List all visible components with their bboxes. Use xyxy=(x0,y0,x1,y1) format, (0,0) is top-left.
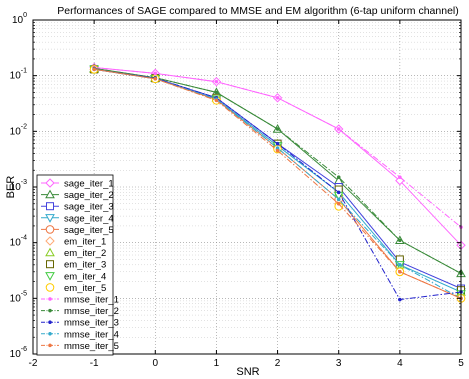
legend-entry: mmse_iter_2 xyxy=(41,306,119,317)
legend-marker xyxy=(45,247,55,257)
y-tick-exponent: -1 xyxy=(21,68,27,75)
legend-marker xyxy=(48,331,52,336)
legend-marker xyxy=(45,283,55,292)
data-point xyxy=(336,190,341,195)
data-point xyxy=(398,175,402,180)
legend-entry: sage_iter_4 xyxy=(41,213,114,224)
x-tick-label: 2 xyxy=(275,358,281,369)
legend-marker xyxy=(45,178,55,188)
data-point xyxy=(398,238,402,243)
x-tick-label: 4 xyxy=(397,358,403,369)
data-point xyxy=(398,297,402,302)
x-axis-label: SNR xyxy=(236,366,259,378)
legend-label: mmse_iter_2 xyxy=(64,306,119,317)
legend-label: em_iter_4 xyxy=(64,271,106,282)
legend-marker xyxy=(48,308,52,313)
x-tick-label: -1 xyxy=(90,358,99,369)
legend-label: sage_iter_5 xyxy=(64,225,114,236)
x-tick-label: 1 xyxy=(214,358,220,369)
legend-label: em_iter_2 xyxy=(64,248,106,259)
data-point xyxy=(398,262,402,267)
chart-title: Performances of SAGE compared to MMSE an… xyxy=(57,5,459,17)
data-point xyxy=(336,175,341,180)
legend: sage_iter_1sage_iter_2sage_iter_3sage_it… xyxy=(36,174,119,356)
data-point xyxy=(214,79,219,84)
legend-label: sage_iter_2 xyxy=(64,190,114,201)
data-point xyxy=(275,95,280,100)
data-point xyxy=(336,197,341,202)
legend-marker xyxy=(45,189,55,199)
legend-entry: em_iter_2 xyxy=(45,247,106,259)
legend-entry: em_iter_4 xyxy=(45,271,106,282)
y-tick-exponent: -3 xyxy=(21,179,27,186)
legend-entry: mmse_iter_5 xyxy=(41,341,119,352)
y-tick-exponent: -5 xyxy=(21,290,27,297)
legend-label: mmse_iter_3 xyxy=(64,318,119,329)
data-point xyxy=(153,71,158,76)
legend-marker xyxy=(45,214,55,223)
legend-label: em_iter_1 xyxy=(64,237,106,248)
legend-entry: sage_iter_2 xyxy=(41,189,114,201)
legend-label: sage_iter_4 xyxy=(64,213,114,224)
data-point xyxy=(336,201,341,206)
data-point xyxy=(153,76,158,81)
legend-label: sage_iter_1 xyxy=(64,179,114,190)
data-point xyxy=(275,127,280,131)
data-point xyxy=(398,269,402,274)
data-point xyxy=(214,98,219,103)
legend-label: mmse_iter_1 xyxy=(64,295,119,306)
legend-label: mmse_iter_5 xyxy=(64,341,119,352)
legend-entry: em_iter_1 xyxy=(45,236,106,248)
legend-entry: em_iter_5 xyxy=(45,283,106,294)
data-point xyxy=(275,141,280,146)
y-tick-exponent: -2 xyxy=(21,123,27,130)
legend-entry: sage_iter_5 xyxy=(41,225,114,236)
x-tick-label: 5 xyxy=(458,358,464,369)
legend-entry: mmse_iter_1 xyxy=(41,295,119,306)
y-axis-label: BER xyxy=(5,176,17,199)
legend-marker xyxy=(46,202,54,211)
series-mmse_iter_5 xyxy=(92,67,463,301)
legend-marker xyxy=(48,343,52,348)
legend-marker xyxy=(48,297,52,301)
legend-marker xyxy=(45,236,55,246)
legend-label: sage_iter_3 xyxy=(64,202,114,213)
data-point xyxy=(336,127,341,131)
legend-entry: sage_iter_3 xyxy=(41,202,114,213)
data-point xyxy=(92,67,96,72)
legend-marker xyxy=(48,320,52,325)
legend-label: em_iter_5 xyxy=(64,283,106,294)
x-tick-label: -2 xyxy=(29,358,38,369)
y-tick-exponent: 0 xyxy=(23,12,27,19)
legend-entry: mmse_iter_4 xyxy=(41,329,119,340)
y-tick-exponent: -4 xyxy=(21,235,27,242)
data-point xyxy=(275,148,280,153)
legend-marker xyxy=(45,272,55,281)
legend-entry: sage_iter_1 xyxy=(41,178,114,190)
legend-entry: em_iter_3 xyxy=(46,260,106,271)
legend-marker xyxy=(45,225,55,234)
y-tick-exponent: -6 xyxy=(21,346,27,353)
legend-entry: mmse_iter_3 xyxy=(41,318,119,329)
legend-label: em_iter_3 xyxy=(64,260,106,271)
legend-marker xyxy=(46,260,54,269)
x-tick-label: 0 xyxy=(153,358,159,369)
legend-label: mmse_iter_4 xyxy=(64,329,119,340)
data-point xyxy=(214,90,219,95)
x-tick-label: 3 xyxy=(336,358,342,369)
